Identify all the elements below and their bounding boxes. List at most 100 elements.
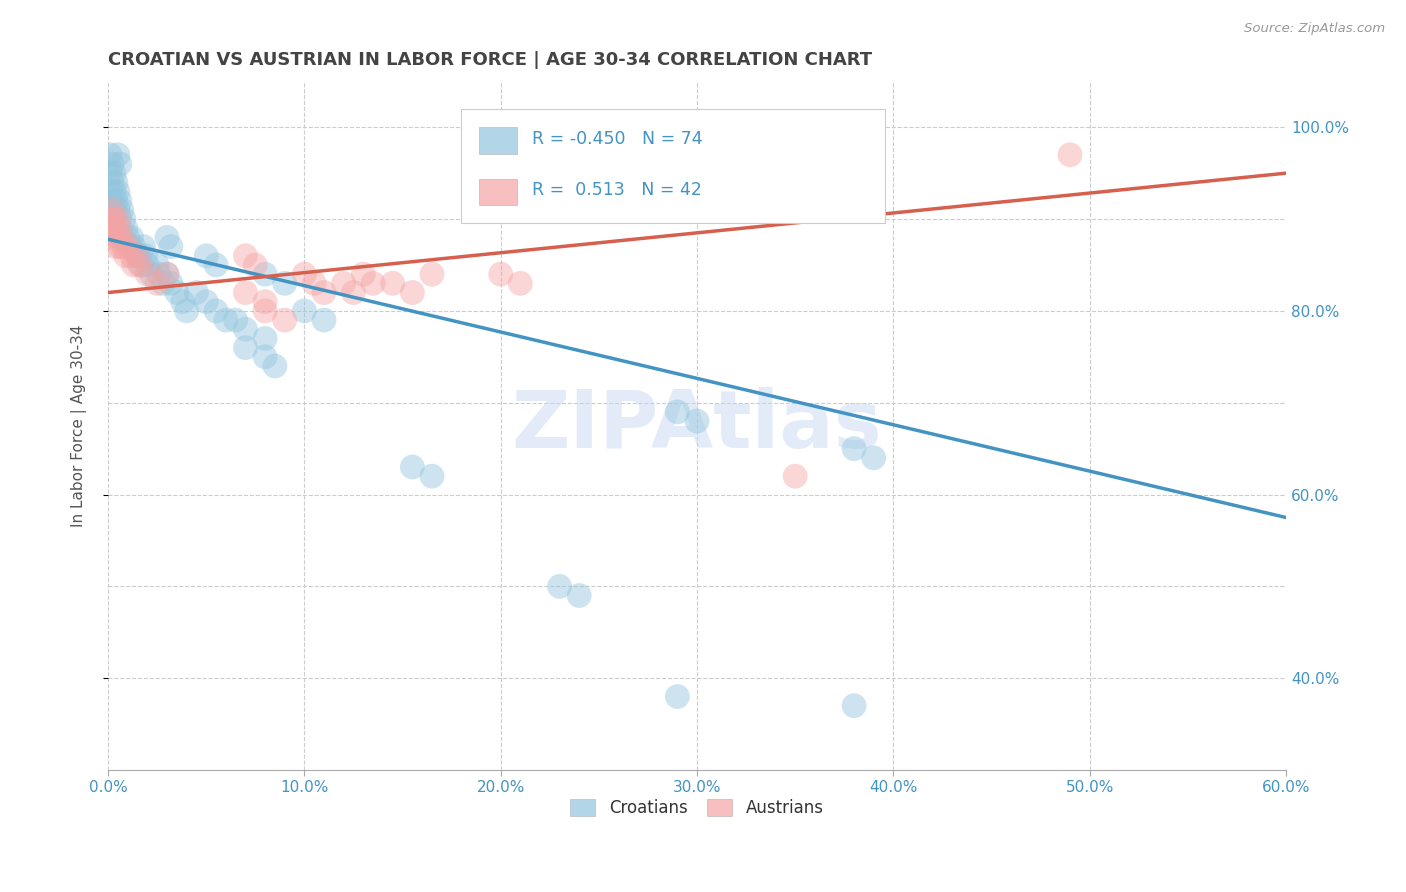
Point xyxy=(352,267,374,281)
Point xyxy=(101,221,124,235)
Point xyxy=(332,277,354,291)
Point xyxy=(235,249,257,263)
Point xyxy=(134,249,156,263)
Point xyxy=(254,331,277,345)
Point xyxy=(401,460,423,475)
Point xyxy=(686,414,709,428)
FancyBboxPatch shape xyxy=(461,109,886,222)
Point xyxy=(401,285,423,300)
Point xyxy=(509,277,531,291)
Point xyxy=(156,230,179,244)
Point xyxy=(254,294,277,309)
Point xyxy=(112,230,135,244)
Point xyxy=(235,285,257,300)
Point xyxy=(862,450,884,465)
Point xyxy=(131,258,153,272)
Point xyxy=(205,258,228,272)
Point xyxy=(112,239,135,253)
Point xyxy=(146,277,169,291)
Y-axis label: In Labor Force | Age 30-34: In Labor Force | Age 30-34 xyxy=(72,325,87,527)
Point xyxy=(108,212,131,227)
Point xyxy=(264,359,287,373)
Point xyxy=(98,212,121,227)
Point xyxy=(103,202,125,217)
Point xyxy=(842,698,865,713)
Point xyxy=(101,157,124,171)
Point xyxy=(136,267,159,281)
Point xyxy=(548,579,571,593)
Point xyxy=(254,304,277,318)
Point xyxy=(312,285,335,300)
Point xyxy=(107,148,129,162)
Point xyxy=(235,341,257,355)
Point xyxy=(104,175,127,189)
Point xyxy=(195,294,218,309)
Point xyxy=(156,267,179,281)
Point xyxy=(101,175,124,189)
Point xyxy=(166,285,188,300)
Point xyxy=(108,194,131,208)
Point xyxy=(118,239,141,253)
Point xyxy=(215,313,238,327)
Bar xyxy=(479,128,517,153)
Point xyxy=(148,267,170,281)
Point xyxy=(292,267,315,281)
Point xyxy=(98,185,121,199)
Point xyxy=(103,221,125,235)
Point xyxy=(666,405,689,419)
Point xyxy=(107,230,129,244)
Point xyxy=(254,267,277,281)
Point xyxy=(107,185,129,199)
Point xyxy=(489,267,512,281)
Point xyxy=(103,230,125,244)
Point xyxy=(420,267,443,281)
Point xyxy=(128,249,150,263)
Point xyxy=(104,221,127,235)
Point xyxy=(127,249,149,263)
Point xyxy=(132,239,155,253)
Point xyxy=(111,230,134,244)
Point xyxy=(114,221,136,235)
Point xyxy=(235,322,257,336)
Point xyxy=(172,294,194,309)
Point xyxy=(112,212,135,227)
Point xyxy=(101,202,124,217)
Point xyxy=(103,166,125,180)
Point xyxy=(225,313,247,327)
Point xyxy=(98,212,121,227)
Point xyxy=(842,442,865,456)
Point xyxy=(122,239,145,253)
Point xyxy=(195,249,218,263)
Point xyxy=(568,589,591,603)
Point xyxy=(98,202,121,217)
Point xyxy=(117,230,139,244)
Point xyxy=(141,267,163,281)
Text: Source: ZipAtlas.com: Source: ZipAtlas.com xyxy=(1244,22,1385,36)
Point xyxy=(1059,148,1081,162)
Point xyxy=(114,249,136,263)
Point xyxy=(128,258,150,272)
Point xyxy=(122,258,145,272)
Point xyxy=(101,194,124,208)
Point xyxy=(104,239,127,253)
Point xyxy=(274,277,297,291)
Point xyxy=(785,469,807,483)
Point xyxy=(152,277,174,291)
Point xyxy=(127,249,149,263)
Point xyxy=(136,258,159,272)
Point xyxy=(312,313,335,327)
Point xyxy=(121,230,143,244)
Point xyxy=(117,239,139,253)
Point xyxy=(108,157,131,171)
Point xyxy=(666,690,689,704)
Point xyxy=(121,249,143,263)
Point xyxy=(245,258,267,272)
Point xyxy=(160,277,183,291)
Point xyxy=(205,304,228,318)
Point xyxy=(101,221,124,235)
Point xyxy=(103,185,125,199)
Point xyxy=(302,277,325,291)
Point xyxy=(342,285,364,300)
Point xyxy=(101,202,124,217)
Point xyxy=(186,285,208,300)
